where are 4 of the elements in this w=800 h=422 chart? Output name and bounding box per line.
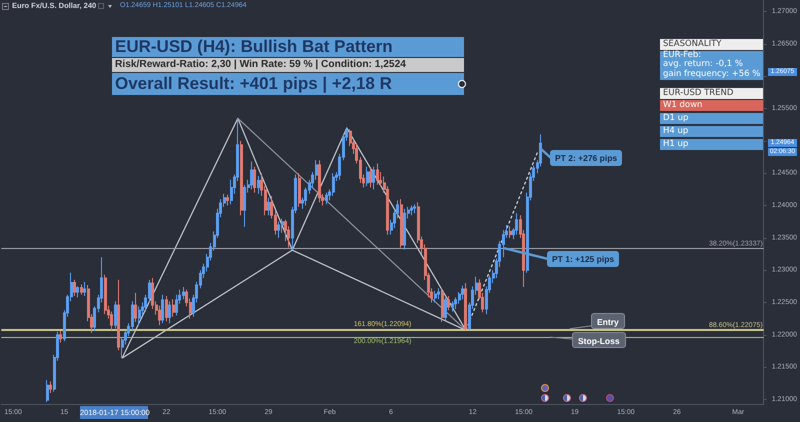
annotation: Stop-Loss <box>572 332 626 348</box>
annotation: PT 1: +125 pips <box>547 250 620 267</box>
annotation: Entry <box>591 312 625 329</box>
annotation: PT 2: +276 pips <box>550 150 622 166</box>
